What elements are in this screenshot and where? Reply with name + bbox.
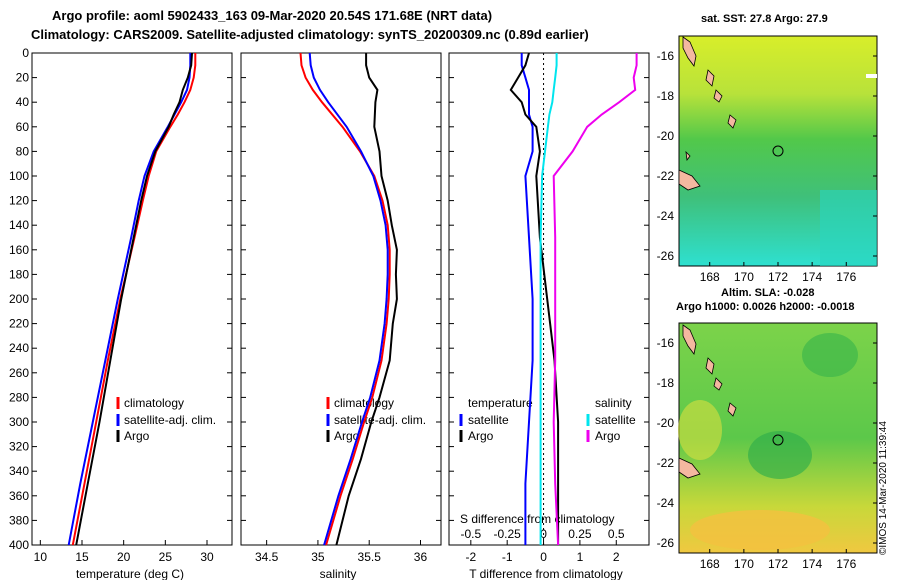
depth-tick-label: 140 <box>9 218 29 232</box>
diff-legend-temp-satellite: satellite <box>468 413 509 427</box>
sal-series-line <box>335 53 398 546</box>
s-difference-axis-label: S difference from climatology <box>460 512 615 526</box>
sal-legend-satellite: satellite-adj. clim. <box>334 413 426 427</box>
diff-xtick-label: 1 <box>577 550 584 564</box>
depth-tick-label: 160 <box>9 243 29 257</box>
sal-xtick-label: 36 <box>414 550 428 564</box>
sal-xtick-label: 34.5 <box>255 550 279 564</box>
temp-xtick-label: 15 <box>75 550 89 564</box>
temperature-axis-label: temperature (deg C) <box>76 567 184 580</box>
depth-tick-label: 240 <box>9 341 29 355</box>
diff-s-tick-label: 0 <box>540 527 547 541</box>
steric-map-title: Argo h1000: 0.0026 h2000: -0.0018 <box>676 301 855 313</box>
depth-tick-label: 180 <box>9 267 29 281</box>
diff-legend-temp-argo: Argo <box>468 429 494 443</box>
sal-xtick-label: 35.5 <box>358 550 382 564</box>
sla-map-title: Altim. SLA: -0.028 <box>721 287 815 299</box>
diff-legend-temperature-title: temperature <box>468 396 533 410</box>
diff-xtick-label: 0 <box>540 550 547 564</box>
depth-tick-label: 400 <box>9 538 29 552</box>
diff-xtick-label: 2 <box>613 550 620 564</box>
depth-tick-label: 100 <box>9 169 29 183</box>
diff-series-line <box>539 53 558 545</box>
diff-series-line <box>509 52 560 545</box>
profile-title: Argo profile: aoml 5902433_163 09-Mar-20… <box>52 8 493 23</box>
depth-tick-label: 40 <box>16 95 30 109</box>
diff-legend-salinity-title: salinity <box>595 396 632 410</box>
climatology-title: Climatology: CARS2009. Satellite-adjuste… <box>31 27 589 42</box>
diff-s-tick-label: 0.25 <box>568 527 592 541</box>
depth-tick-label: 260 <box>9 366 29 380</box>
temp-xtick-label: 25 <box>159 550 173 564</box>
temp-series-line <box>71 53 197 546</box>
diff-legend-sal-argo: Argo <box>595 429 621 443</box>
diff-s-tick-label: -0.25 <box>494 527 522 541</box>
depth-tick-label: 60 <box>16 120 30 134</box>
diff-xtick-label: -2 <box>465 550 476 564</box>
depth-tick-label: 300 <box>9 415 29 429</box>
diff-series-line <box>520 53 534 545</box>
diff-legend-sal-satellite: satellite <box>595 413 636 427</box>
temp-legend-satellite: satellite-adj. clim. <box>124 413 216 427</box>
depth-tick-label: 120 <box>9 194 29 208</box>
salinity-axis-label: salinity <box>320 567 357 580</box>
temp-legend-climatology: climatology <box>124 396 184 410</box>
sal-plot-frame <box>240 52 442 546</box>
diff-s-tick-label: 0.5 <box>608 527 625 541</box>
temp-xtick-label: 10 <box>34 550 48 564</box>
diff-xtick-label: -1 <box>502 550 513 564</box>
depth-tick-label: 320 <box>9 440 29 454</box>
t-difference-axis-label: T difference from climatology <box>469 567 623 580</box>
depth-tick-label: 20 <box>16 71 30 85</box>
sal-legend-climatology: climatology <box>334 396 394 410</box>
depth-tick-label: 80 <box>16 144 30 158</box>
sst-map-title: sat. SST: 27.8 Argo: 27.9 <box>701 13 828 25</box>
temp-legend-argo: Argo <box>124 429 150 443</box>
sal-legend-argo: Argo <box>334 429 360 443</box>
depth-tick-label: 380 <box>9 513 29 527</box>
depth-tick-label: 280 <box>9 390 29 404</box>
temp-xtick-label: 20 <box>117 550 131 564</box>
diff-s-tick-label: -0.5 <box>460 527 481 541</box>
temp-xtick-label: 30 <box>200 550 214 564</box>
sal-series-line <box>308 52 389 546</box>
depth-tick-label: 360 <box>9 489 29 503</box>
depth-tick-label: 340 <box>9 464 29 478</box>
depth-tick-label: 0 <box>22 46 29 60</box>
sal-xtick-label: 35 <box>311 550 325 564</box>
imos-credit: ©IMOS 14-Mar-2020 11:39:44 <box>878 421 889 555</box>
temp-series-line <box>75 52 193 546</box>
depth-tick-label: 220 <box>9 317 29 331</box>
diff-plot-frame <box>448 52 650 546</box>
temp-series-line <box>67 53 192 546</box>
sal-series-line <box>299 52 391 546</box>
depth-tick-label: 200 <box>9 292 29 306</box>
temp-plot-frame <box>31 52 233 546</box>
diff-series-line <box>552 53 638 546</box>
